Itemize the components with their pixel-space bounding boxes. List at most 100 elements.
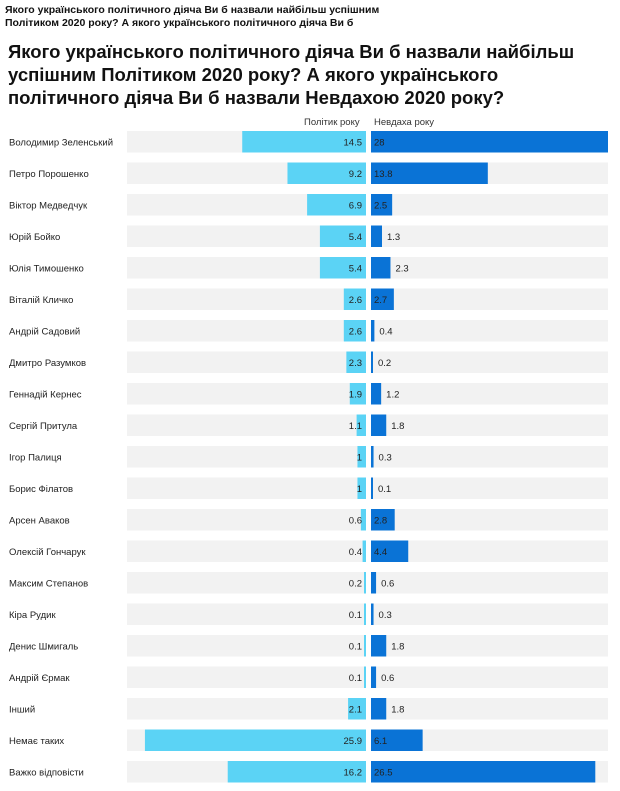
value-label-politician: 25.9 — [344, 736, 363, 747]
row-track-left — [127, 698, 366, 720]
bar-politician — [364, 635, 366, 657]
category-label: Сергій Притула — [9, 421, 78, 432]
bar-loser — [371, 572, 377, 594]
category-label: Борис Філатов — [9, 484, 73, 495]
bar-politician — [343, 288, 366, 310]
bar-politician — [349, 383, 366, 405]
value-label-politician: 2.1 — [349, 704, 362, 715]
row-track-left — [127, 257, 366, 279]
row-track-left — [127, 572, 366, 594]
value-label-politician: 14.5 — [344, 137, 363, 148]
value-label-loser: 1.8 — [391, 421, 404, 432]
row-track-left — [127, 509, 366, 531]
category-label: Олексій Гончарук — [9, 547, 86, 558]
value-label-loser: 2.8 — [374, 515, 387, 526]
bar-loser — [371, 351, 373, 373]
bar-loser — [371, 446, 374, 468]
bar-loser — [371, 729, 423, 751]
row-track-left — [127, 603, 366, 625]
bar-politician — [356, 414, 366, 436]
row-track-left — [127, 477, 366, 499]
bar-loser — [371, 477, 373, 499]
bar-politician — [362, 540, 366, 562]
row-track-left — [127, 194, 366, 216]
category-label: Важко відповісти — [9, 767, 84, 778]
category-label: Максим Степанов — [9, 578, 88, 589]
bar-politician — [357, 477, 366, 499]
bar-politician — [307, 194, 366, 216]
row-track-right — [371, 540, 608, 562]
bar-politician — [242, 131, 366, 153]
value-label-politician: 9.2 — [349, 169, 362, 180]
row-track-right — [371, 351, 608, 373]
row-track-left — [127, 540, 366, 562]
value-label-loser: 26.5 — [374, 767, 393, 778]
category-label: Юлія Тимошенко — [9, 263, 84, 274]
value-label-politician: 0.1 — [349, 673, 362, 684]
category-label: Ігор Палиця — [9, 452, 62, 463]
bar-politician — [319, 225, 366, 247]
value-label-politician: 0.2 — [349, 578, 362, 589]
bar-loser — [371, 603, 374, 625]
value-label-loser: 0.1 — [378, 484, 391, 495]
value-label-loser: 28 — [374, 137, 385, 148]
category-label: Арсен Аваков — [9, 515, 70, 526]
value-label-politician: 0.1 — [349, 610, 362, 621]
row-track-left — [127, 225, 366, 247]
category-label: Петро Порошенко — [9, 169, 89, 180]
bar-loser — [371, 225, 383, 247]
value-label-loser: 4.4 — [374, 547, 387, 558]
row-track-right — [371, 383, 608, 405]
value-label-loser: 0.3 — [379, 452, 392, 463]
value-label-loser: 2.7 — [374, 295, 387, 306]
bar-loser — [371, 320, 375, 342]
bar-loser — [371, 288, 394, 310]
bar-politician — [364, 666, 366, 688]
row-track-right — [371, 572, 608, 594]
row-track-left — [127, 666, 366, 688]
value-label-loser: 1.8 — [391, 704, 404, 715]
row-track-right — [371, 635, 608, 657]
bar-politician — [144, 729, 366, 751]
value-label-loser: 1.3 — [387, 232, 400, 243]
row-track-left — [127, 320, 366, 342]
value-label-politician: 2.6 — [349, 326, 362, 337]
value-label-politician: 2.3 — [349, 358, 362, 369]
category-label: Віталій Кличко — [9, 295, 73, 306]
row-track-left — [127, 351, 366, 373]
top-title: Якого українського політичного діяча Ви … — [5, 4, 380, 31]
category-label: Денис Шмигаль — [9, 641, 78, 652]
category-label: Кіра Рудик — [9, 610, 56, 621]
value-label-loser: 1.8 — [391, 641, 404, 652]
row-track-right — [371, 257, 608, 279]
bar-politician — [364, 572, 366, 594]
value-label-loser: 0.6 — [381, 578, 394, 589]
value-label-loser: 0.3 — [379, 610, 392, 621]
value-label-loser: 0.6 — [381, 673, 394, 684]
bar-politician — [343, 320, 366, 342]
value-label-politician: 1.9 — [349, 389, 362, 400]
bar-loser — [371, 131, 608, 153]
row-track-right — [371, 603, 608, 625]
row-track-right — [371, 288, 608, 310]
row-track-right — [371, 194, 608, 216]
bar-politician — [360, 509, 366, 531]
series-header-politician: Політик року — [304, 117, 360, 128]
row-track-right — [371, 414, 608, 436]
bar-loser — [371, 257, 391, 279]
value-label-loser: 6.1 — [374, 736, 387, 747]
row-track-right — [371, 666, 608, 688]
bar-politician — [287, 162, 366, 184]
bar-politician — [364, 603, 366, 625]
bar-loser — [371, 414, 387, 436]
bar-loser — [371, 540, 409, 562]
value-label-politician: 1 — [357, 452, 362, 463]
value-label-loser: 2.5 — [374, 200, 387, 211]
value-label-politician: 16.2 — [344, 767, 363, 778]
value-label-politician: 6.9 — [349, 200, 362, 211]
row-track-right — [371, 729, 608, 751]
series-header-loser: Невдаха року — [374, 117, 435, 128]
value-label-politician: 0.1 — [349, 641, 362, 652]
value-label-politician: 1.1 — [349, 421, 362, 432]
category-label: Немає таких — [9, 736, 64, 747]
